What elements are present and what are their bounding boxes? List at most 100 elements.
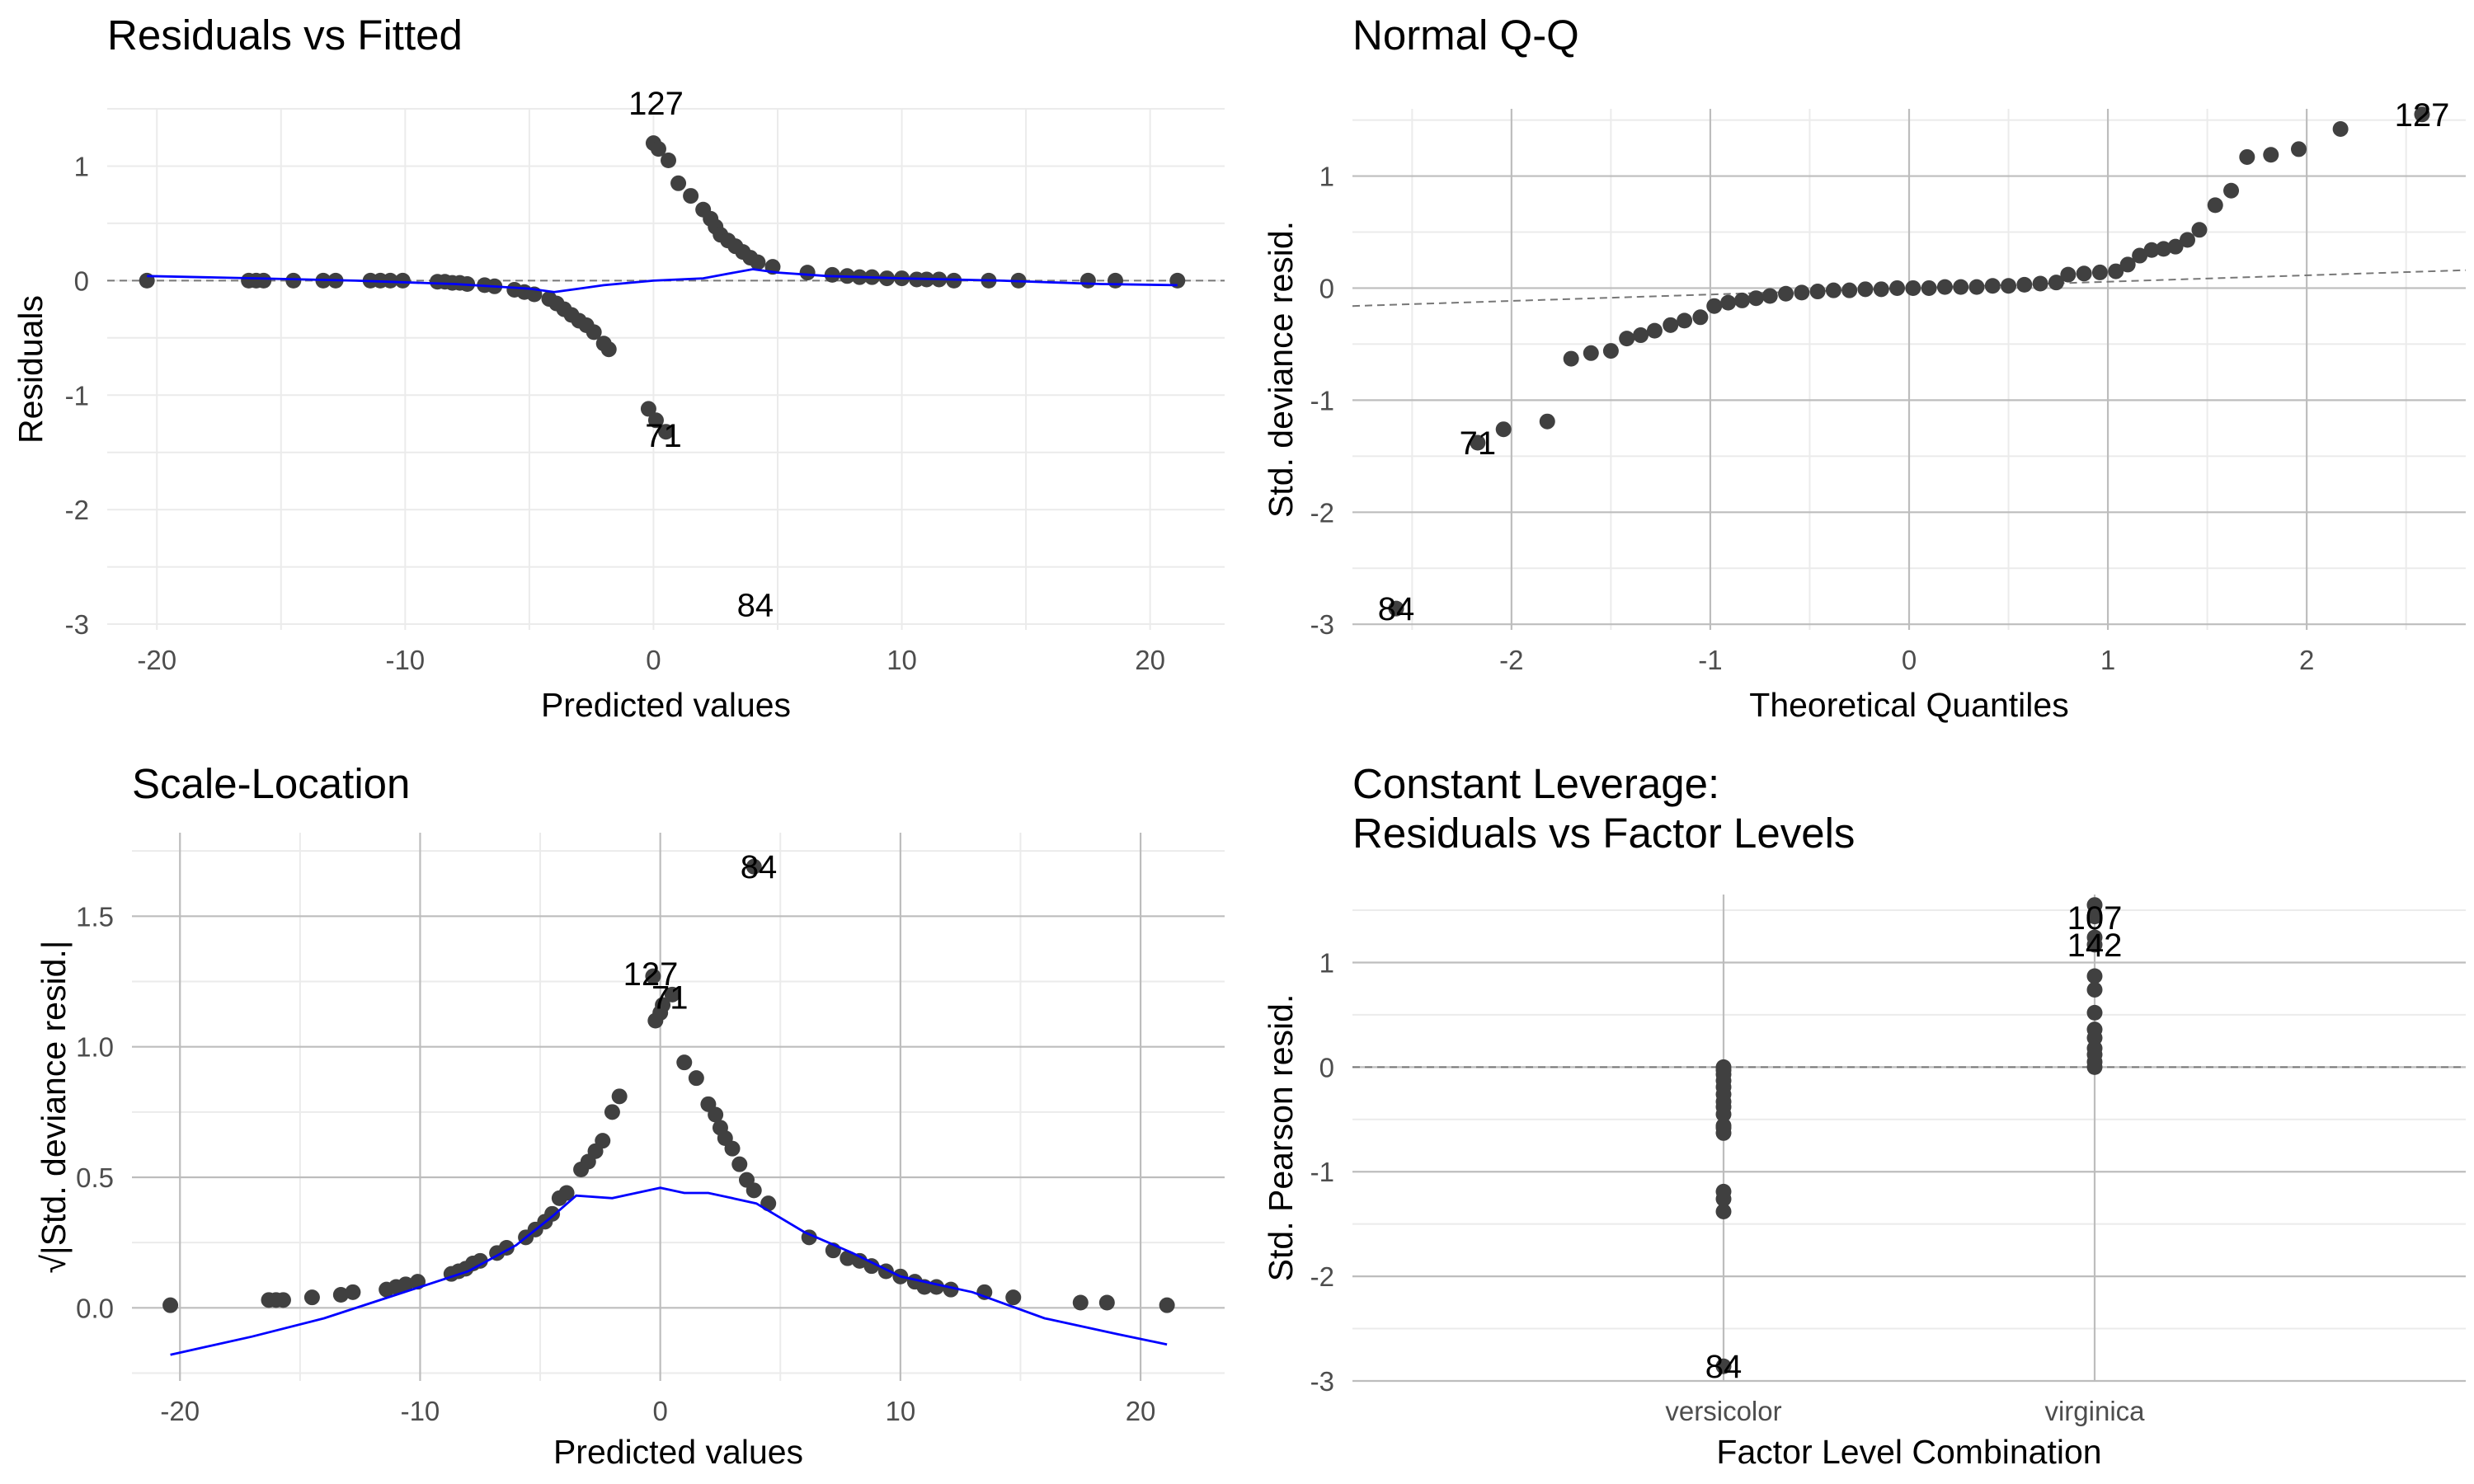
data-point	[1953, 279, 1969, 295]
x-axis-label: Theoretical Quantiles	[1749, 686, 2068, 724]
data-point	[724, 1140, 741, 1157]
data-point	[604, 1104, 620, 1120]
data-point	[332, 1287, 349, 1303]
data-point	[2143, 242, 2160, 258]
data-point	[851, 1252, 868, 1269]
data-point	[2086, 1004, 2103, 1021]
data-point	[670, 175, 687, 191]
x-tick-label: 10	[887, 645, 917, 675]
data-point	[1663, 317, 1679, 333]
y-tick-label: 0	[74, 265, 89, 296]
point-label: 142	[2067, 928, 2123, 964]
point-label: 84	[737, 587, 774, 623]
y-tick-label: 1	[1319, 162, 1334, 192]
y-tick-label: 1.5	[76, 901, 114, 932]
data-point	[558, 1185, 575, 1201]
data-point	[2223, 182, 2240, 199]
data-point	[650, 141, 666, 157]
data-point	[2180, 232, 2195, 248]
point-label: 71	[645, 418, 682, 454]
data-point	[2032, 275, 2048, 292]
data-point	[2001, 278, 2017, 294]
data-point	[2048, 275, 2064, 291]
data-point	[2091, 264, 2108, 280]
data-point	[1005, 1289, 1022, 1306]
y-tick-label: -1	[65, 380, 89, 411]
data-point	[600, 341, 617, 358]
data-point	[394, 272, 411, 289]
data-point	[1619, 331, 1635, 347]
tick-labels-cl: versicolor virginica 1 0 -1 -2 -3	[1310, 947, 2146, 1426]
data-point	[664, 986, 680, 1003]
y-axis-label: √|Std. deviance resid.|	[35, 941, 73, 1274]
y-tick-label: -2	[65, 495, 89, 525]
data-point	[1159, 1297, 1175, 1313]
data-point	[1470, 434, 1486, 451]
data-point	[2086, 1021, 2103, 1038]
chart-title: Residuals vs Factor Levels	[1352, 810, 1855, 857]
data-point	[275, 1292, 291, 1308]
data-point	[2191, 222, 2208, 238]
data-point	[731, 1156, 748, 1172]
data-point	[1921, 279, 1937, 296]
data-point	[824, 266, 840, 283]
data-point	[708, 1106, 724, 1123]
point-label: 84	[741, 849, 778, 885]
data-point	[1108, 272, 1124, 289]
y-tick-label: 0	[1319, 1052, 1334, 1082]
tick-labels-sl: -20 -10 0 10 20 1.5 1.0 0.5 0.0	[76, 901, 1155, 1426]
y-tick-label: -3	[1310, 1366, 1334, 1397]
data-point	[2119, 256, 2136, 273]
data-point	[2086, 909, 2103, 925]
x-tick-label: -20	[160, 1396, 200, 1426]
point-label: 107	[2067, 900, 2123, 937]
data-point	[2086, 981, 2103, 998]
y-tick-label: 1	[1319, 947, 1334, 978]
data-point	[2060, 266, 2077, 283]
data-point	[256, 272, 272, 289]
data-point	[1984, 278, 2001, 294]
points-rvf	[139, 135, 1186, 440]
point-label: 127	[623, 956, 679, 993]
data-point	[595, 1133, 611, 1149]
chart-title: Constant Leverage:	[1352, 760, 1719, 807]
points-cl	[1715, 897, 2103, 1374]
chart-title: Normal Q-Q	[1352, 12, 1579, 59]
data-point	[750, 254, 766, 270]
data-point	[1809, 284, 1826, 300]
grid-sl	[132, 833, 1225, 1381]
data-point	[586, 324, 602, 340]
x-tick-label: 1	[2100, 645, 2115, 675]
y-axis-label: Std. deviance resid.	[1262, 221, 1300, 518]
y-tick-label: -1	[1310, 1157, 1334, 1187]
data-point	[382, 272, 398, 289]
data-point	[1825, 282, 1841, 298]
x-tick-label: -1	[1698, 645, 1722, 675]
data-point	[397, 1276, 414, 1293]
data-point	[611, 1088, 628, 1105]
x-tick-label: -10	[401, 1396, 440, 1426]
data-point	[1646, 322, 1663, 339]
data-point	[647, 412, 664, 429]
x-tick-label: -20	[137, 645, 176, 675]
x-axis-label: Predicted values	[553, 1433, 803, 1471]
data-point	[1583, 345, 1599, 361]
point-label: 127	[2395, 97, 2450, 134]
y-tick-label: 0.5	[76, 1162, 114, 1193]
y-axis-label: Std. Pearson resid.	[1262, 994, 1300, 1282]
data-point	[2108, 263, 2124, 279]
points-sl	[162, 858, 1175, 1313]
data-point	[1633, 327, 1649, 344]
point-label: 71	[1460, 425, 1497, 462]
y-tick-label: -3	[65, 609, 89, 640]
data-point	[1936, 279, 1953, 295]
smooth-line	[147, 268, 1178, 294]
grid-cl	[1352, 895, 2466, 1383]
data-point	[2332, 120, 2349, 137]
data-point	[1715, 1183, 1732, 1200]
data-point	[1715, 1203, 1732, 1219]
data-point	[1602, 343, 1619, 359]
data-point	[1747, 290, 1764, 307]
